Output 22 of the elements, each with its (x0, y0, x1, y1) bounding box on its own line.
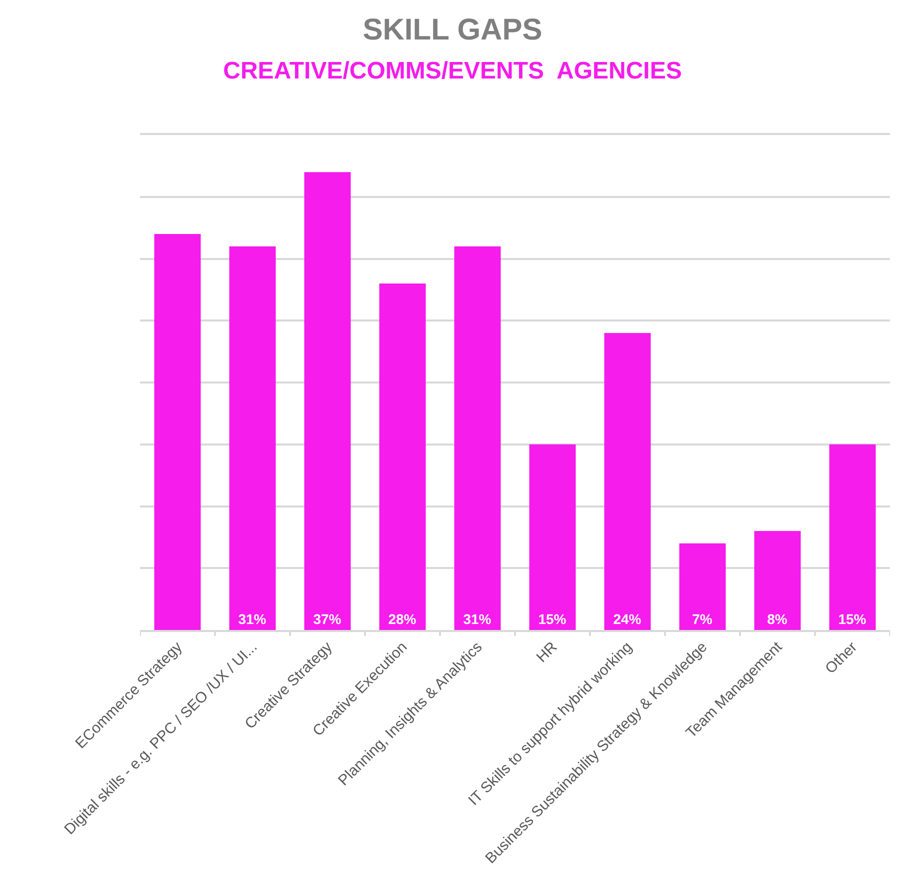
data-label: 28% (388, 611, 417, 627)
data-label: 7% (692, 611, 713, 627)
bar (679, 543, 726, 630)
bar (604, 333, 651, 630)
bar (304, 172, 351, 630)
x-tick-label: HR (533, 638, 561, 666)
data-label: 8% (767, 611, 788, 627)
data-label: 31% (238, 611, 267, 627)
data-label: 15% (838, 611, 867, 627)
data-label: 37% (313, 611, 342, 627)
bar (379, 284, 426, 630)
data-label: 31% (463, 611, 492, 627)
data-label: 15% (538, 611, 567, 627)
bar (829, 444, 876, 630)
chart-title: SKILL GAPS (362, 14, 542, 47)
data-label: 24% (613, 611, 642, 627)
bar (529, 444, 576, 630)
chart-subtitle: CREATIVE/COMMS/EVENTS AGENCIES (223, 58, 682, 85)
bar (454, 246, 501, 630)
bar (229, 246, 276, 630)
bar (154, 234, 201, 630)
bar (754, 531, 801, 630)
